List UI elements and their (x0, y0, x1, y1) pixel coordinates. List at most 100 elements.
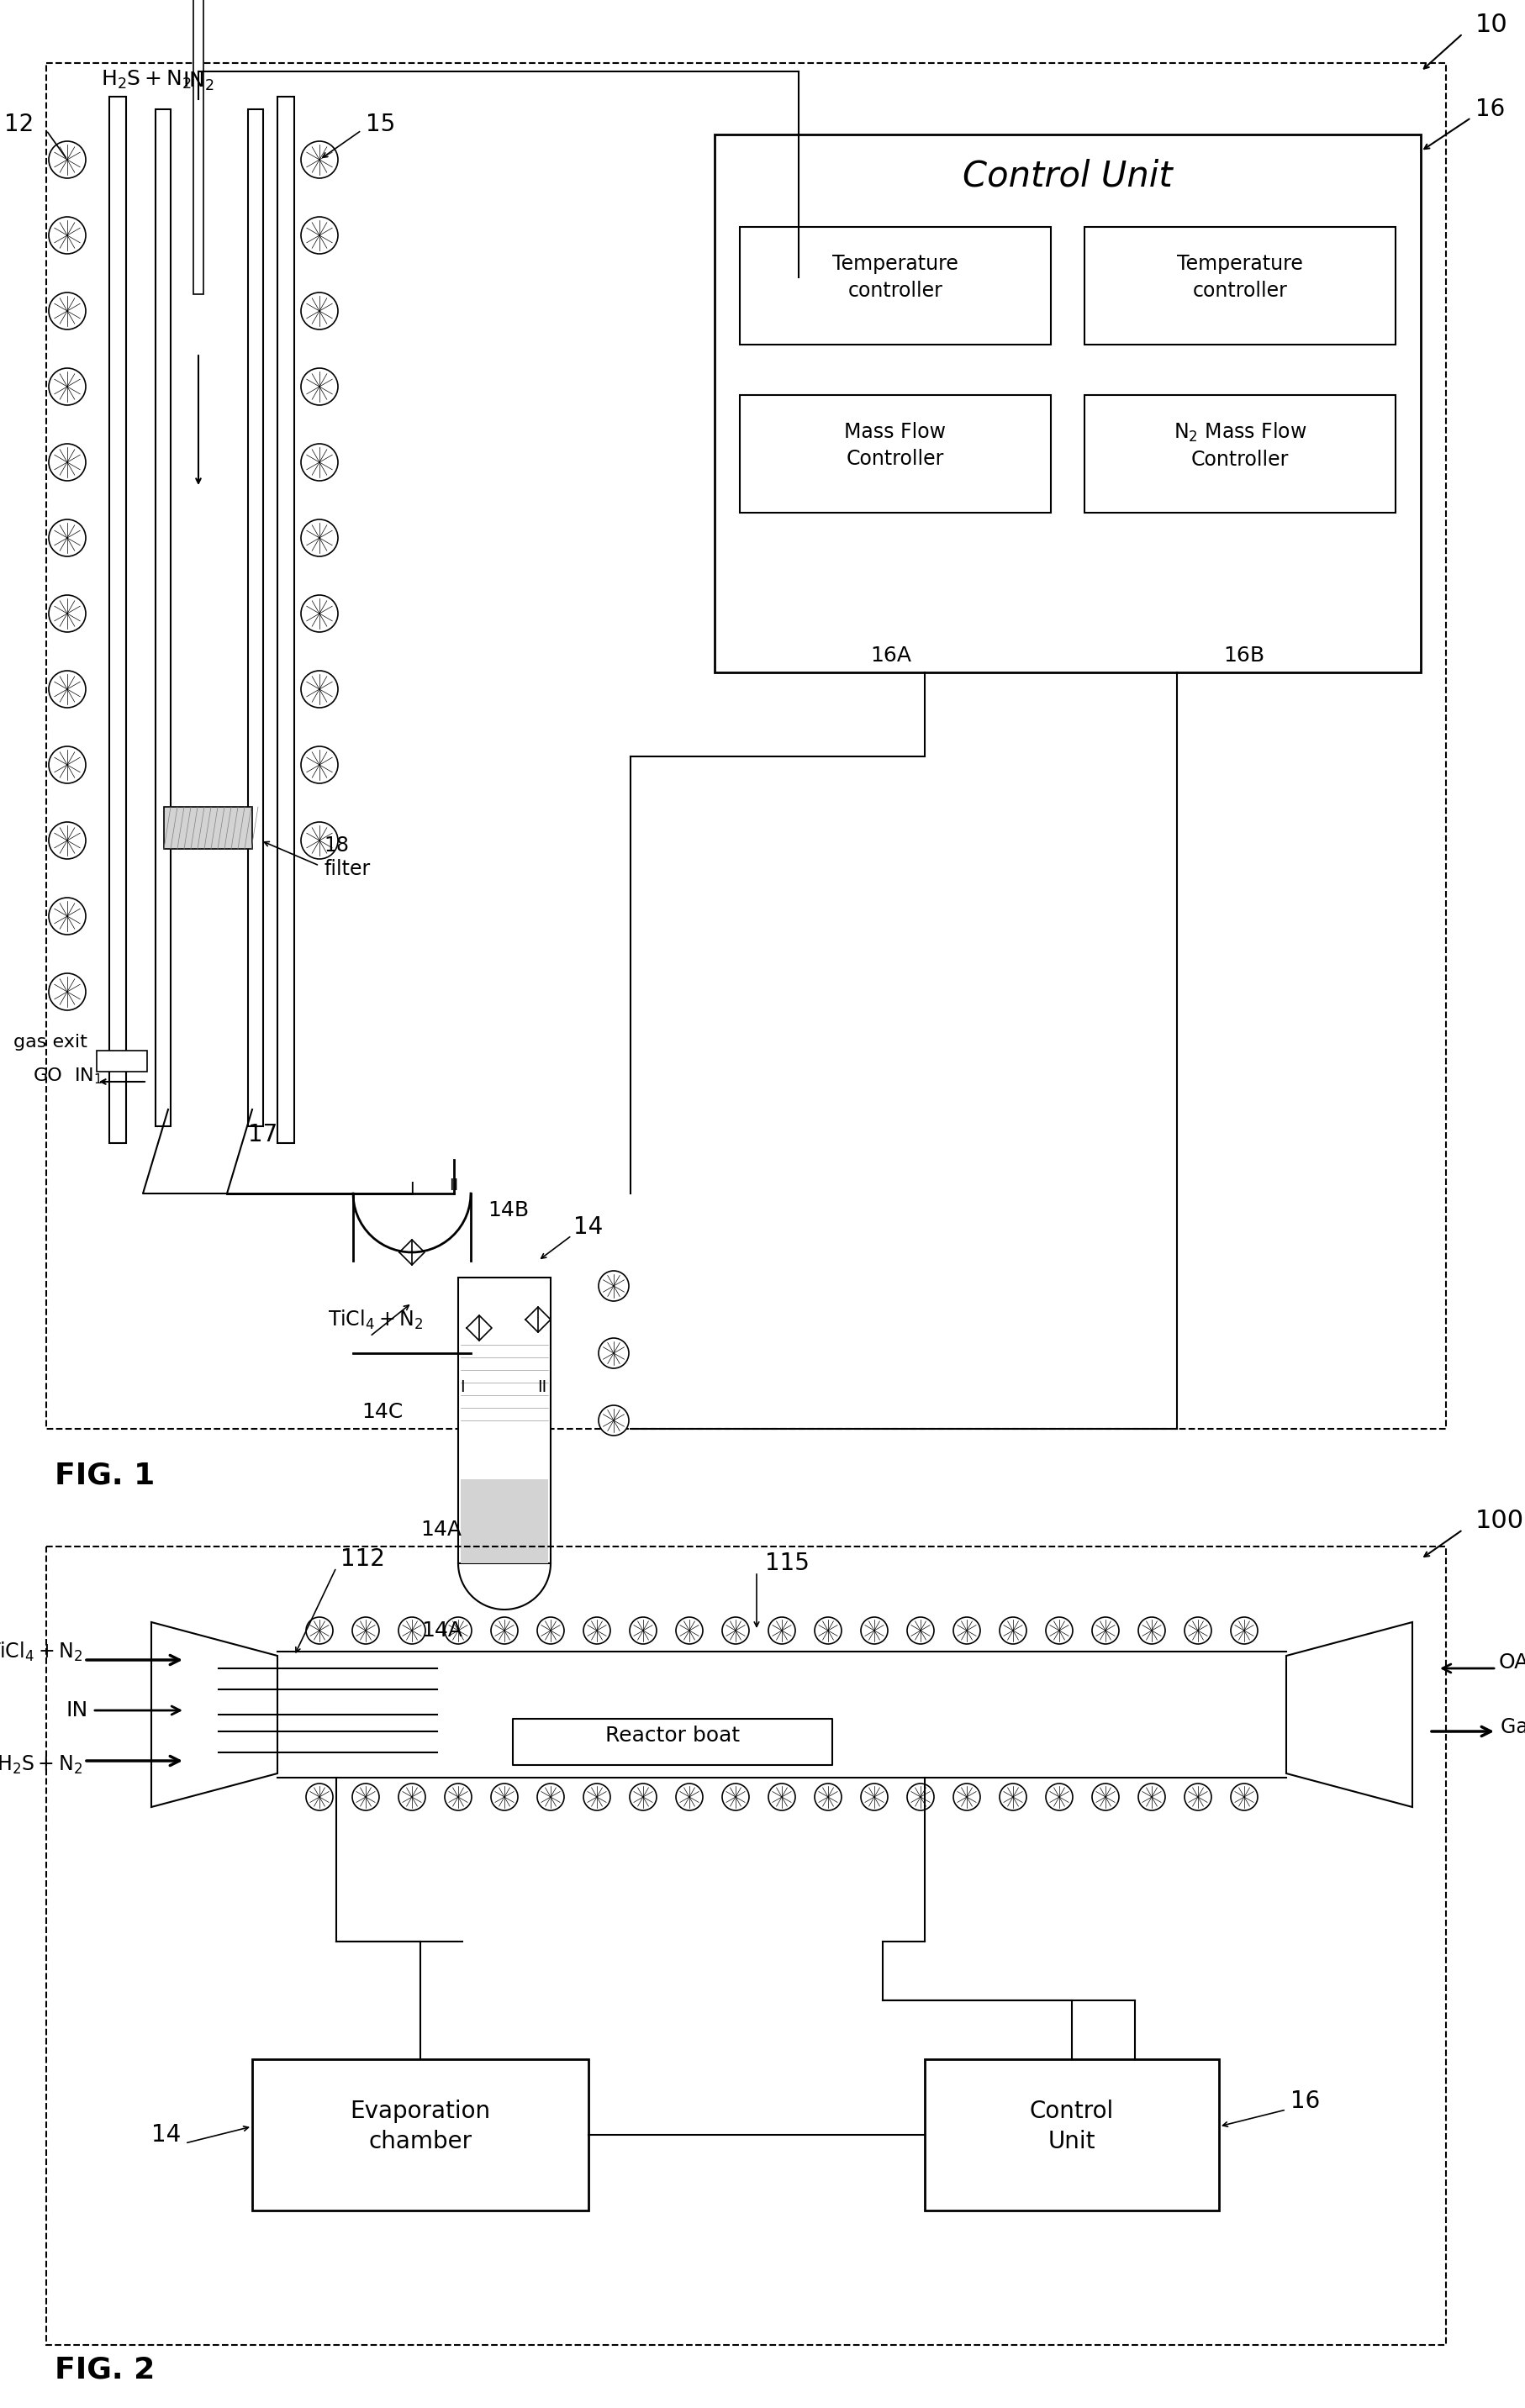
Text: 16A: 16A (871, 645, 912, 665)
Bar (740, 395, 1051, 513)
Bar (110, 96, 127, 1144)
Circle shape (491, 1618, 519, 1645)
Bar (194, 0, 203, 294)
Text: 17: 17 (249, 1122, 278, 1146)
Text: $\mathrm{TiCl_4 + N_2}$: $\mathrm{TiCl_4 + N_2}$ (328, 1308, 422, 1332)
Text: Control Unit: Control Unit (962, 159, 1173, 195)
Text: $\mathrm{IN}_2$: $\mathrm{IN}_2$ (183, 70, 214, 92)
Circle shape (953, 1618, 981, 1645)
Text: gas exit: gas exit (14, 1033, 87, 1050)
Circle shape (537, 1618, 564, 1645)
Bar (512, 1719, 833, 1765)
Text: $\mathrm{N_2}$ Mass Flow
Controller: $\mathrm{N_2}$ Mass Flow Controller (1173, 421, 1307, 470)
Circle shape (300, 821, 339, 860)
Text: 12: 12 (5, 113, 34, 137)
Circle shape (1138, 1784, 1165, 1811)
Circle shape (398, 1618, 425, 1645)
Circle shape (49, 746, 85, 783)
Text: OA: OA (1499, 1652, 1525, 1674)
Circle shape (49, 217, 85, 253)
Text: 10: 10 (1475, 12, 1508, 39)
Circle shape (49, 973, 85, 1011)
Circle shape (300, 746, 339, 783)
Circle shape (300, 595, 339, 631)
Circle shape (953, 1784, 981, 1811)
Circle shape (307, 1784, 332, 1811)
Text: 18
filter: 18 filter (323, 836, 371, 879)
Circle shape (352, 1618, 380, 1645)
Bar (96, 1050, 146, 1072)
Circle shape (1046, 1618, 1072, 1645)
Circle shape (300, 291, 339, 330)
Text: II: II (450, 1178, 459, 1192)
Circle shape (491, 1784, 519, 1811)
Circle shape (49, 520, 85, 556)
Circle shape (723, 1784, 749, 1811)
Bar (163, 807, 252, 850)
Circle shape (49, 821, 85, 860)
Circle shape (599, 1271, 628, 1300)
Text: $\mathrm{IN_1}$: $\mathrm{IN_1}$ (75, 1067, 102, 1086)
Text: 14: 14 (151, 2124, 181, 2146)
Circle shape (537, 1784, 564, 1811)
Circle shape (676, 1618, 703, 1645)
Circle shape (49, 291, 85, 330)
Bar (156, 108, 171, 1127)
Text: Evaporation
chamber: Evaporation chamber (351, 2100, 491, 2153)
Circle shape (1231, 1784, 1258, 1811)
Text: 16: 16 (1475, 96, 1505, 120)
Circle shape (1185, 1784, 1211, 1811)
Text: Temperature
controller: Temperature controller (833, 253, 958, 301)
Circle shape (860, 1618, 888, 1645)
Circle shape (907, 1618, 933, 1645)
Text: I: I (410, 1182, 415, 1197)
Bar (715, 135, 1421, 672)
Bar (457, 1279, 551, 1563)
Text: 14A: 14A (421, 1621, 462, 1640)
Circle shape (630, 1784, 657, 1811)
Text: FIG. 2: FIG. 2 (55, 2355, 156, 2384)
Bar (249, 108, 264, 1127)
Circle shape (999, 1784, 1026, 1811)
Bar (1084, 226, 1395, 344)
Text: 112: 112 (340, 1548, 384, 1570)
Circle shape (1231, 1618, 1258, 1645)
Circle shape (300, 217, 339, 253)
Circle shape (300, 520, 339, 556)
Text: II: II (537, 1380, 547, 1394)
Circle shape (860, 1784, 888, 1811)
Circle shape (814, 1618, 842, 1645)
Circle shape (769, 1784, 795, 1811)
Bar (252, 2059, 589, 2211)
Circle shape (49, 595, 85, 631)
Text: 14A: 14A (421, 1519, 462, 1539)
Circle shape (676, 1784, 703, 1811)
Circle shape (584, 1618, 610, 1645)
Text: $\mathrm{H_2S + N_2}$: $\mathrm{H_2S + N_2}$ (0, 1753, 82, 1777)
Circle shape (599, 1406, 628, 1435)
Text: 15: 15 (366, 113, 395, 137)
Text: Mass Flow
Controller: Mass Flow Controller (845, 421, 946, 470)
Circle shape (307, 1618, 332, 1645)
Circle shape (584, 1784, 610, 1811)
Text: $\mathrm{TiCl_4 + N_2}$: $\mathrm{TiCl_4 + N_2}$ (0, 1640, 82, 1664)
Circle shape (1138, 1618, 1165, 1645)
Circle shape (907, 1784, 933, 1811)
Circle shape (445, 1784, 471, 1811)
Text: 16: 16 (1290, 2090, 1321, 2112)
Bar (278, 96, 294, 1144)
Circle shape (769, 1618, 795, 1645)
Circle shape (49, 142, 85, 178)
Circle shape (300, 443, 339, 482)
Text: FIG. 1: FIG. 1 (55, 1462, 156, 1488)
Text: Gas exit: Gas exit (1501, 1717, 1525, 1736)
Bar (1084, 395, 1395, 513)
Circle shape (49, 368, 85, 405)
Circle shape (398, 1784, 425, 1811)
Text: $\mathrm{H_2S + N_2}$: $\mathrm{H_2S + N_2}$ (101, 70, 192, 92)
Circle shape (300, 142, 339, 178)
Circle shape (49, 443, 85, 482)
Circle shape (300, 368, 339, 405)
Circle shape (814, 1784, 842, 1811)
Text: GO: GO (34, 1067, 63, 1084)
